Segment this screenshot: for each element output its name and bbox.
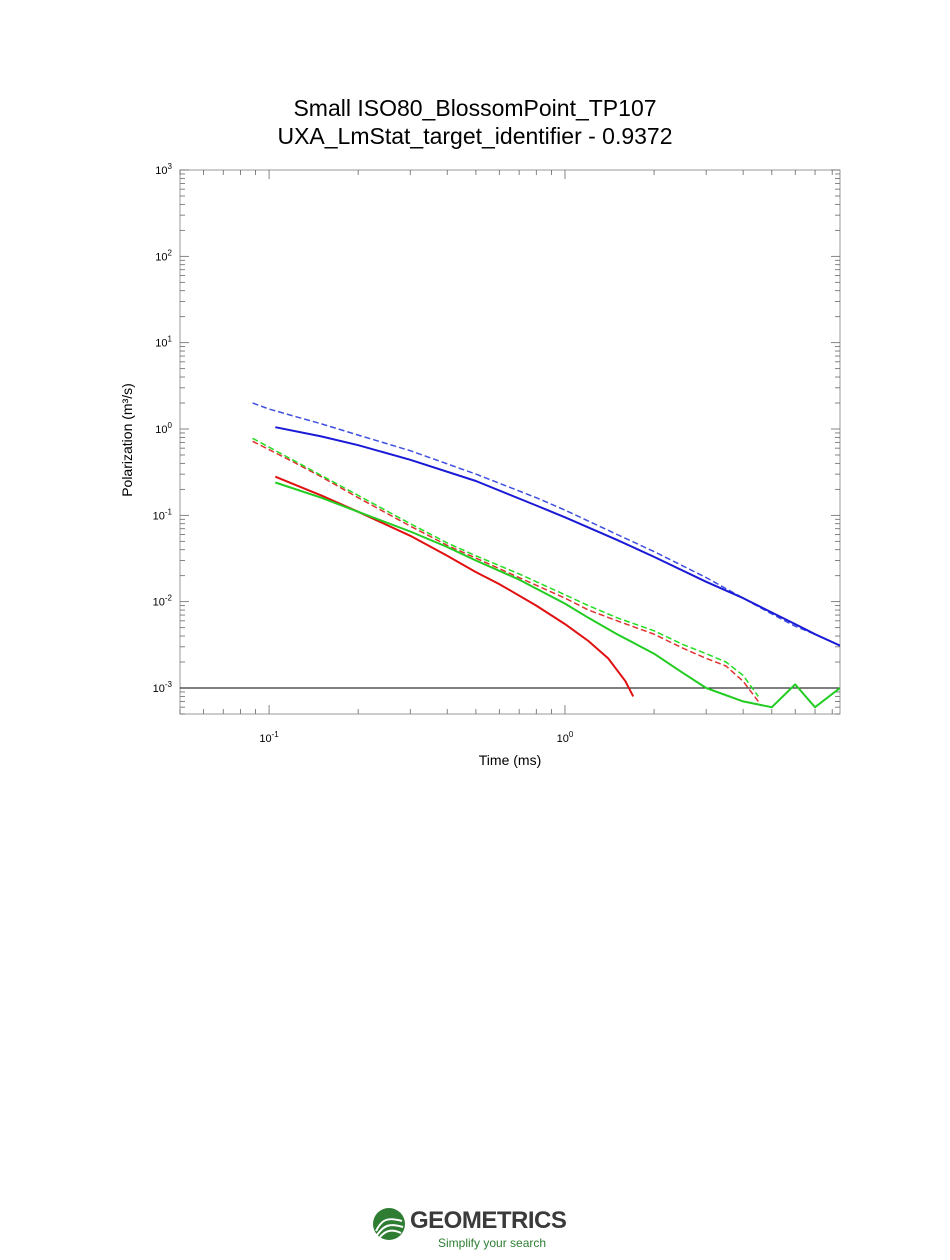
y-axis-label: Polarization (m³/s) xyxy=(119,383,135,497)
series-line-4 xyxy=(252,437,759,697)
series-line-2 xyxy=(275,426,840,647)
y-tick-label: 10-2 xyxy=(153,594,173,609)
chart-series-group xyxy=(252,402,840,709)
y-tick-label: 102 xyxy=(155,248,172,263)
y-tick-label: 101 xyxy=(155,335,172,350)
plot-frame xyxy=(179,169,841,715)
geometrics-logo-icon xyxy=(373,1208,405,1240)
logo-wordmark: GEOMETRICS xyxy=(410,1207,567,1234)
chart-subtitle: UXA_LmStat_target_identifier - 0.9372 xyxy=(277,123,673,149)
series-line-1 xyxy=(252,402,840,647)
geometrics-logo: GEOMETRICS Simplify your search xyxy=(372,1205,592,1253)
y-tick-label: 10-1 xyxy=(153,507,173,522)
x-tick-label: 10-1 xyxy=(259,730,279,745)
logo-tagline: Simplify your search xyxy=(438,1236,547,1250)
chart-axes: 103 102 101 100 10-1 10-2 10-3 10-1 100 xyxy=(153,162,841,745)
polarization-chart: 103 102 101 100 10-1 10-2 10-3 10-1 100 Time (ms… xyxy=(119,162,841,768)
y-tick-label: 100 xyxy=(155,421,172,436)
series-line-5 xyxy=(274,475,635,697)
y-tick-label: 10-3 xyxy=(153,680,173,695)
series-line-6 xyxy=(274,481,840,709)
x-axis-label: Time (ms) xyxy=(479,752,541,768)
y-tick-label: 103 xyxy=(155,162,172,177)
chart-title: Small ISO80_BlossomPoint_TP107 xyxy=(293,95,657,121)
x-tick-label: 100 xyxy=(557,730,574,745)
